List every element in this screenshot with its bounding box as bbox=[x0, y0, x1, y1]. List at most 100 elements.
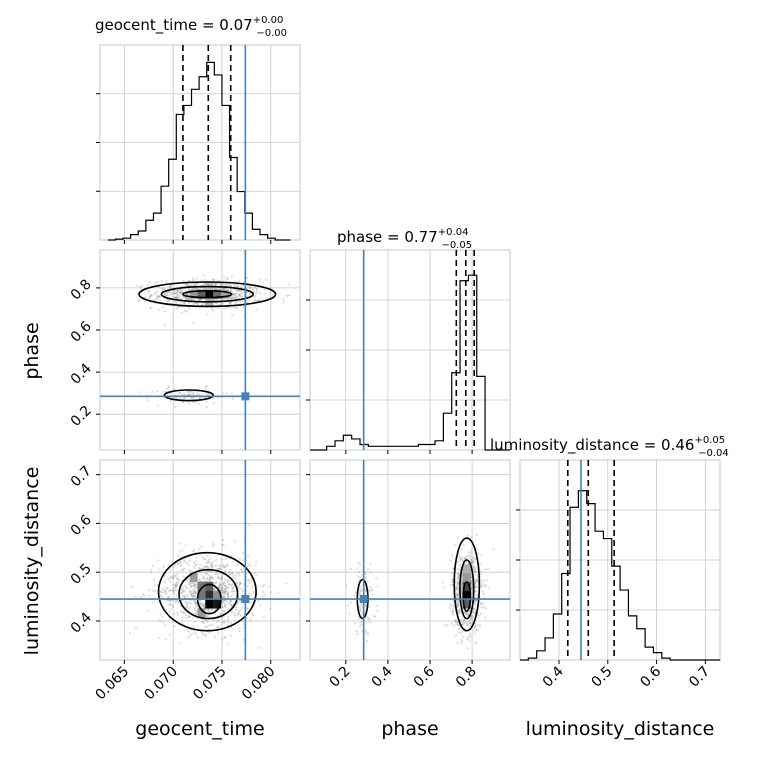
sample-point bbox=[170, 560, 173, 563]
sample-point bbox=[189, 396, 193, 400]
sample-point bbox=[161, 615, 164, 618]
sample-point bbox=[223, 587, 227, 591]
sample-point bbox=[234, 574, 237, 577]
sample-point bbox=[174, 583, 177, 587]
sample-point bbox=[463, 618, 466, 621]
sample-point bbox=[239, 614, 243, 617]
sample-point bbox=[192, 591, 195, 594]
sample-point bbox=[223, 604, 226, 607]
sample-point bbox=[177, 306, 180, 309]
sample-point bbox=[368, 617, 371, 621]
sample-point bbox=[236, 296, 239, 299]
sample-point bbox=[470, 559, 473, 563]
sample-point bbox=[466, 636, 470, 639]
sample-point bbox=[209, 561, 212, 564]
sample-point bbox=[210, 570, 214, 573]
contour-geocent-time-vs-phase-3 bbox=[163, 389, 215, 402]
xtick-label-phase-1: 0.4 bbox=[369, 663, 396, 690]
sample-point bbox=[365, 639, 369, 643]
sample-point bbox=[184, 586, 187, 590]
density-cell-5 bbox=[205, 298, 214, 308]
sample-point bbox=[225, 278, 228, 281]
sample-point bbox=[222, 589, 225, 592]
sample-point bbox=[183, 595, 186, 598]
sample-point bbox=[169, 602, 172, 605]
sample-point bbox=[452, 606, 456, 610]
sample-point bbox=[213, 283, 216, 286]
sample-point bbox=[227, 615, 230, 619]
sample-point bbox=[223, 635, 226, 638]
sample-point bbox=[185, 605, 188, 608]
sample-point bbox=[202, 283, 205, 286]
sample-point bbox=[474, 586, 477, 589]
sample-point bbox=[234, 280, 237, 283]
sample-point bbox=[480, 606, 483, 609]
sample-point bbox=[235, 606, 238, 609]
sample-point bbox=[225, 586, 228, 589]
sample-point bbox=[211, 541, 215, 544]
sample-point bbox=[206, 565, 209, 568]
sample-point bbox=[189, 560, 192, 563]
sample-point bbox=[461, 640, 464, 643]
sample-point bbox=[460, 585, 463, 588]
sample-point bbox=[193, 590, 197, 593]
sample-point bbox=[194, 605, 197, 608]
sample-point bbox=[202, 274, 206, 277]
sample-point bbox=[199, 599, 202, 602]
sample-point bbox=[248, 286, 251, 289]
sample-point bbox=[224, 584, 227, 587]
sample-point bbox=[239, 582, 242, 585]
sample-point bbox=[162, 565, 165, 569]
sample-point bbox=[466, 622, 469, 625]
sample-point bbox=[477, 628, 480, 631]
sample-point bbox=[369, 589, 372, 592]
sample-point bbox=[201, 632, 205, 636]
sample-point bbox=[164, 593, 167, 596]
sample-point bbox=[225, 284, 228, 287]
sample-point bbox=[227, 583, 231, 586]
sample-point bbox=[166, 291, 169, 294]
title-luminosity-distance: luminosity_distance = 0.46+0.05 −0.04 bbox=[490, 435, 729, 459]
sample-point bbox=[230, 611, 233, 614]
sample-point bbox=[359, 610, 363, 613]
sample-point bbox=[143, 594, 146, 598]
sample-point bbox=[246, 291, 249, 294]
sample-point bbox=[149, 294, 153, 297]
sample-point bbox=[247, 555, 250, 558]
sample-point bbox=[191, 396, 194, 399]
sample-point bbox=[223, 578, 226, 581]
sample-point bbox=[176, 613, 179, 616]
sample-point bbox=[169, 400, 172, 403]
sample-point bbox=[179, 294, 182, 297]
sample-point bbox=[474, 569, 477, 572]
sample-point bbox=[263, 583, 266, 587]
sample-point bbox=[186, 283, 189, 286]
sample-point bbox=[492, 548, 495, 551]
sample-point bbox=[472, 611, 475, 614]
sample-point bbox=[240, 571, 244, 574]
sample-point bbox=[197, 402, 201, 405]
sample-point bbox=[171, 293, 174, 296]
sample-point bbox=[359, 563, 362, 566]
sample-point bbox=[174, 584, 177, 587]
sample-point bbox=[473, 625, 476, 628]
sample-point bbox=[188, 615, 191, 618]
sample-point bbox=[186, 601, 189, 604]
sample-point bbox=[457, 641, 460, 644]
sample-point bbox=[359, 603, 362, 606]
sample-point bbox=[269, 607, 272, 610]
sample-point bbox=[456, 576, 459, 580]
sample-point bbox=[181, 591, 184, 594]
sample-point bbox=[194, 601, 198, 604]
sample-point bbox=[202, 605, 205, 608]
sample-point bbox=[150, 293, 153, 296]
sample-point bbox=[162, 591, 166, 594]
sample-point bbox=[219, 584, 222, 587]
sample-point bbox=[153, 584, 156, 587]
ytick-label-luminosity-distance-3: 0.7 bbox=[68, 463, 95, 490]
sample-point bbox=[192, 287, 195, 290]
sample-point bbox=[194, 592, 197, 595]
panel-content-geocent-time-vs-phase bbox=[100, 250, 300, 450]
sample-point bbox=[236, 285, 239, 288]
sample-point bbox=[169, 568, 172, 571]
